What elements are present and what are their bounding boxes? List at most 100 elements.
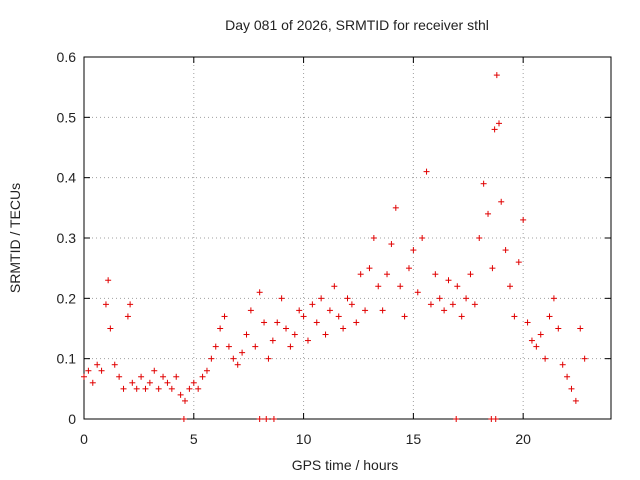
data-point	[511, 313, 518, 320]
data-point	[506, 283, 513, 290]
x-tick-label: 10	[296, 431, 312, 447]
data-point	[533, 343, 540, 350]
data-point	[453, 416, 460, 422]
axis-ticks: 0 0.1 0.2 0.3 0.4 0.5 0.6 0 5 10 15 20	[57, 49, 611, 447]
chart-title: Day 081 of 2026, SRMTID for receiver sth…	[225, 17, 489, 33]
data-point	[326, 307, 333, 314]
data-point	[322, 331, 329, 338]
data-point	[177, 391, 184, 398]
data-point	[568, 385, 575, 392]
data-point	[269, 337, 276, 344]
data-point	[221, 313, 228, 320]
data-point	[502, 247, 509, 254]
data-point	[124, 313, 131, 320]
x-tick-label: 5	[190, 431, 198, 447]
data-point	[85, 367, 92, 374]
data-point	[344, 295, 351, 302]
data-point	[520, 216, 527, 223]
y-tick-label: 0.2	[57, 290, 77, 306]
data-point	[274, 319, 281, 326]
data-point	[555, 325, 562, 332]
data-point	[146, 379, 153, 386]
data-point	[105, 277, 112, 284]
data-point	[542, 355, 549, 362]
x-tick-label: 0	[80, 431, 88, 447]
data-point	[318, 295, 325, 302]
data-point	[335, 313, 342, 320]
data-point	[199, 373, 206, 380]
data-point	[142, 385, 149, 392]
data-point	[190, 379, 197, 386]
data-point	[449, 301, 456, 308]
x-axis-label: GPS time / hours	[292, 457, 399, 473]
x-tick-label: 20	[515, 431, 531, 447]
data-point	[107, 325, 114, 332]
data-point	[427, 301, 434, 308]
data-point	[405, 265, 412, 272]
data-point	[116, 373, 123, 380]
data-point	[362, 307, 369, 314]
y-tick-label: 0.1	[57, 351, 77, 367]
x-tick-label: 15	[406, 431, 422, 447]
data-point	[270, 416, 277, 422]
data-point	[419, 235, 426, 241]
data-point	[454, 283, 461, 290]
data-point	[581, 355, 588, 362]
data-point	[546, 313, 553, 320]
data-point	[261, 319, 268, 326]
data-point	[370, 235, 377, 241]
data-point	[151, 367, 158, 374]
data-point	[173, 373, 180, 380]
y-tick-label: 0	[68, 411, 76, 427]
data-point	[239, 349, 246, 356]
data-point	[243, 331, 250, 338]
data-point	[89, 379, 96, 386]
data-point	[515, 259, 522, 266]
data-point	[331, 283, 338, 290]
data-point	[480, 180, 487, 187]
y-tick-label: 0.4	[57, 170, 77, 186]
data-point	[353, 319, 360, 326]
data-point	[164, 379, 171, 386]
data-point	[467, 271, 474, 278]
data-point	[309, 301, 316, 308]
data-point	[127, 301, 134, 308]
data-point	[441, 307, 448, 314]
data-point	[410, 247, 417, 254]
data-point	[304, 337, 311, 344]
grid	[84, 57, 611, 419]
y-tick-label: 0.3	[57, 230, 77, 246]
data-point	[212, 343, 219, 350]
data-point	[401, 313, 408, 320]
data-point	[263, 416, 270, 422]
data-point	[133, 385, 140, 392]
data-point	[388, 241, 395, 248]
data-point	[180, 416, 187, 422]
data-point	[230, 355, 237, 362]
data-point	[489, 265, 496, 272]
data-point	[129, 379, 136, 386]
data-point	[577, 325, 584, 332]
data-point	[225, 343, 232, 350]
data-point	[217, 325, 224, 332]
data-point	[559, 361, 566, 368]
data-point	[256, 289, 263, 296]
data-point	[463, 295, 470, 302]
data-point	[528, 337, 535, 344]
data-point	[537, 331, 544, 338]
data-point	[208, 355, 215, 362]
data-point	[392, 204, 399, 211]
data-series	[81, 72, 588, 422]
data-point	[572, 397, 579, 404]
data-point	[414, 289, 421, 296]
data-point	[491, 126, 498, 133]
data-point	[182, 397, 189, 404]
data-point	[155, 385, 162, 392]
data-point	[252, 343, 259, 350]
data-point	[186, 385, 193, 392]
y-axis-label: SRMTID / TECUs	[7, 183, 23, 293]
data-point	[111, 361, 118, 368]
plot-area	[83, 56, 612, 420]
data-point	[102, 301, 109, 308]
